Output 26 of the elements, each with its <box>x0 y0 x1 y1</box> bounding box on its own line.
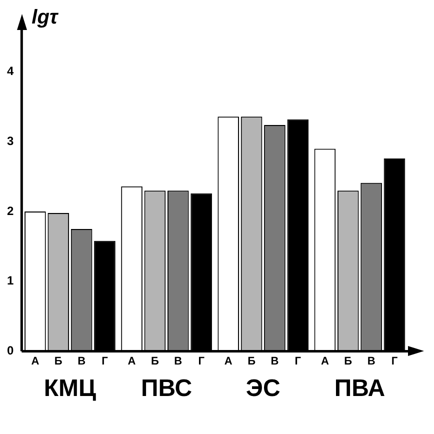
text: Г <box>391 356 398 368</box>
text: Б <box>248 356 256 368</box>
series-label: А <box>31 356 40 368</box>
y-axis-title: lgτ <box>32 6 60 29</box>
x-tick-label: ПВС <box>141 375 192 402</box>
text: А <box>128 356 136 368</box>
series-label: В <box>78 356 86 368</box>
series-label: Г <box>102 356 109 368</box>
series-label: Б <box>54 356 62 368</box>
x-tick-label: ПВА <box>334 375 386 402</box>
y-tick-label: 4 <box>6 64 14 78</box>
x-tick-label: КМЦ <box>44 375 97 402</box>
text: В <box>270 356 279 368</box>
text: А <box>224 356 232 368</box>
text: В <box>174 356 182 368</box>
y-tick-label: 1 <box>6 274 14 288</box>
text: Б <box>344 356 352 368</box>
text: А <box>320 356 329 368</box>
y-tick-label: 2 <box>6 204 14 218</box>
y-tick-label: 0 <box>6 344 14 358</box>
x-tick-label: ЭС <box>246 375 280 402</box>
text: Г <box>198 356 204 368</box>
text: Б <box>151 356 159 368</box>
y-tick-label: 3 <box>6 134 14 148</box>
text: Г <box>294 356 302 368</box>
text: В <box>367 356 376 368</box>
